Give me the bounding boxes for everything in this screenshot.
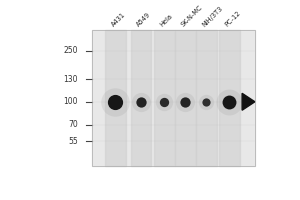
Point [113, 100, 118, 103]
Text: NIH/3T3: NIH/3T3 [201, 5, 224, 28]
Point [204, 100, 208, 103]
Text: A549: A549 [136, 11, 152, 28]
Point [162, 100, 167, 103]
Bar [105, 30, 126, 166]
Point [139, 100, 143, 103]
Text: 70: 70 [68, 120, 78, 129]
Polygon shape [242, 93, 255, 110]
Point [139, 100, 143, 103]
Text: Hela: Hela [159, 13, 174, 28]
Point [162, 100, 167, 103]
Point [113, 100, 118, 103]
Point [227, 100, 232, 103]
Text: 130: 130 [64, 75, 78, 84]
Text: PC-12: PC-12 [224, 10, 242, 28]
Text: 100: 100 [64, 97, 78, 106]
Bar [130, 30, 152, 166]
Point [183, 100, 188, 103]
Bar [92, 30, 255, 166]
Text: 55: 55 [68, 137, 78, 146]
Point [227, 100, 232, 103]
Text: SK-N-MC: SK-N-MC [180, 4, 203, 28]
Bar [196, 30, 217, 166]
Bar [92, 30, 255, 166]
Bar [175, 30, 196, 166]
Point [183, 100, 188, 103]
Text: A431: A431 [110, 12, 126, 28]
Bar [219, 30, 240, 166]
Text: 250: 250 [64, 46, 78, 55]
Point [204, 100, 208, 103]
Bar [154, 30, 175, 166]
